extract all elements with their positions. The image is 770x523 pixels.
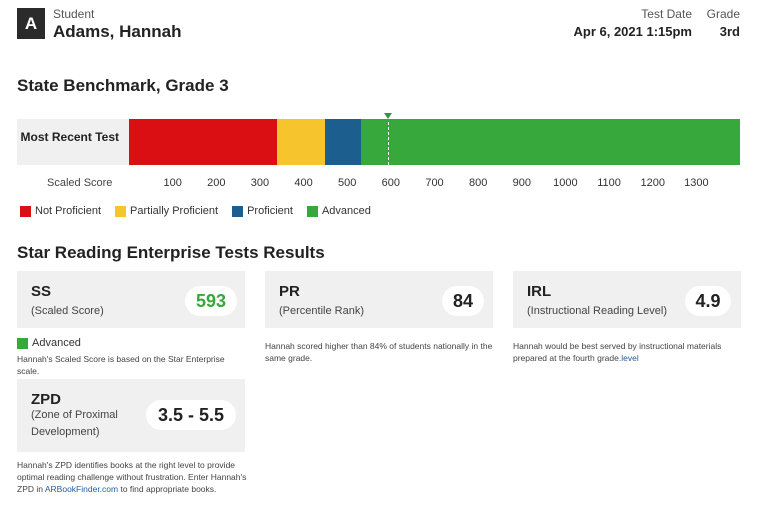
zpd-name-line2: Development) (31, 426, 100, 438)
legend-swatch (20, 205, 31, 217)
irl-abbr: IRL (527, 283, 552, 300)
legend-label: Advanced (321, 205, 371, 217)
axis-tick-label: 800 (468, 177, 488, 189)
legend-item: Partially Proficient (115, 205, 218, 217)
zpd-note-text: Hannah's ZPD identifies books at the rig… (17, 460, 247, 494)
ss-card: SS (Scaled Score) 593 (17, 271, 245, 328)
ss-name: (Scaled Score) (31, 305, 104, 317)
legend-swatch (115, 205, 127, 217)
score-marker-line (387, 122, 389, 165)
legend-item: Not Proficient (20, 205, 101, 217)
zpd-name-line1: (Zone of Proximal (31, 409, 118, 421)
ss-value: 593 (185, 286, 237, 316)
results-title: Star Reading Enterprise Tests Results (17, 243, 325, 262)
pr-abbr: PR (279, 283, 300, 300)
legend-label: Partially Proficient (130, 205, 219, 217)
irl-level-link[interactable]: .level (618, 353, 639, 363)
arbookfinder-link[interactable]: ARBookFinder.com (44, 484, 119, 494)
ss-category-label: Advanced (32, 337, 81, 349)
student-name: Adams, Hannah (53, 22, 182, 41)
grade-value: 3rd (719, 24, 740, 39)
axis-tick-label: 500 (338, 177, 357, 189)
legend-swatch (232, 205, 244, 217)
axis-tick-label: 600 (381, 177, 401, 189)
zpd-card: ZPD (Zone of Proximal Development) 3.5 -… (17, 379, 245, 452)
legend-label: Proficient (247, 205, 293, 217)
irl-note: Hannah would be best served by instructi… (513, 340, 743, 364)
test-date-value: Apr 6, 2021 1:15pm (573, 24, 692, 39)
irl-value: 4.9 (685, 286, 731, 316)
ss-category-swatch (17, 337, 28, 349)
benchmark-title: State Benchmark, Grade 3 (17, 76, 229, 95)
axis-tick-label: 200 (207, 177, 226, 189)
axis-label: Scaled Score (47, 177, 113, 189)
grade-label: Grade (706, 7, 740, 21)
axis-tick-label: 900 (512, 177, 531, 189)
benchmark-segment (129, 119, 278, 165)
irl-note-text: Hannah would be best served by instructi… (513, 341, 722, 363)
student-label: Student (53, 7, 95, 21)
axis-tick-label: 1300 (684, 177, 709, 189)
benchmark-row: Most Recent Test (17, 113, 740, 165)
benchmark-legend: Not Proficient Partially Proficient Profic… (20, 205, 385, 217)
benchmark-segment (277, 119, 326, 165)
ss-note: Hannah's Scaled Score is based on the St… (17, 354, 225, 376)
pr-name: (Percentile Rank) (279, 305, 364, 317)
axis-tick-label: 400 (294, 177, 313, 189)
irl-name: (Instructional Reading Level) (527, 305, 668, 317)
axis-tick-label: 300 (250, 177, 270, 189)
pr-note: Hannah scored higher than 84% of student… (265, 341, 493, 363)
axis-tick-label: 1100 (597, 177, 621, 189)
zpd-note-text-end: to find appropriate books. (118, 484, 217, 494)
benchmark-segment (361, 119, 740, 165)
axis-tick-label: 100 (163, 177, 182, 189)
legend-label: Not Proficient (35, 205, 102, 217)
zpd-name: (Zone of Proximal Development) (31, 407, 118, 441)
benchmark-row-label: Most Recent Test (20, 130, 119, 144)
pr-card: PR (Percentile Rank) 84 (265, 271, 493, 328)
irl-card: IRL (Instructional Reading Level) 4.9 (513, 271, 741, 328)
zpd-abbr: ZPD (31, 391, 61, 408)
pr-value: 84 (442, 286, 484, 316)
ss-category: Advanced (17, 337, 81, 349)
ss-abbr: SS (31, 283, 52, 300)
test-date-label: Test Date (641, 7, 692, 21)
legend-item: Proficient (232, 205, 293, 217)
benchmark-segment (325, 119, 362, 165)
benchmark-bar (129, 119, 740, 165)
axis-tick-label: 700 (425, 177, 444, 189)
axis-tick-label: 1000 (553, 177, 578, 189)
legend-item: Advanced (306, 205, 371, 217)
axis-tick-label: 1200 (640, 177, 665, 189)
legend-swatch (306, 205, 318, 217)
zpd-note: Hannah's ZPD identifies books at the rig… (17, 459, 247, 495)
zpd-value: 3.5 - 5.5 (146, 400, 236, 430)
score-marker-icon (383, 113, 392, 119)
student-avatar: A (17, 8, 45, 39)
